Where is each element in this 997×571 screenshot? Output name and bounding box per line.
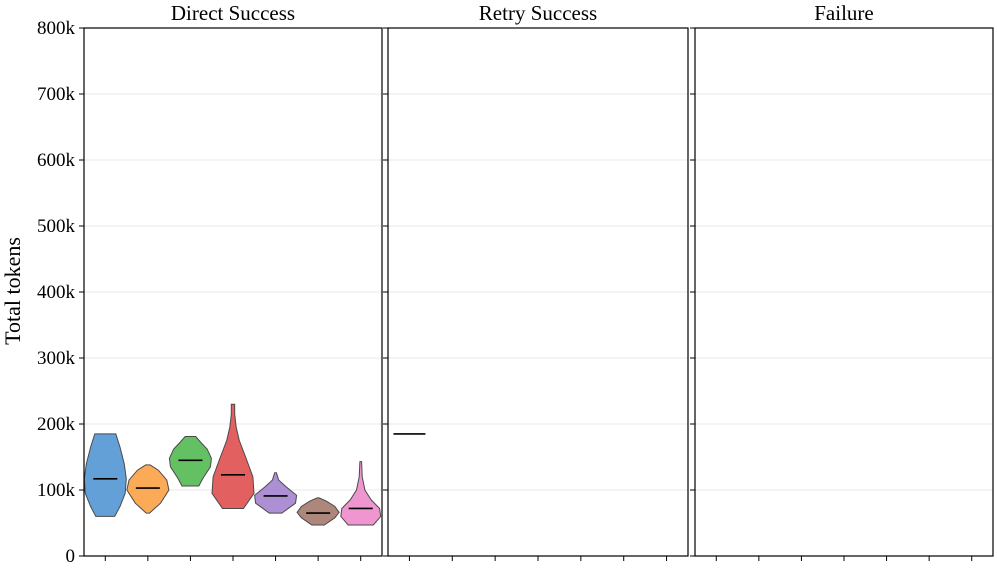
y-tick-label: 300k (37, 348, 76, 369)
y-tick-label: 800k (37, 18, 76, 39)
violin-body (296, 497, 340, 526)
y-tick-label: 200k (37, 414, 76, 435)
y-tick-label: 500k (37, 216, 76, 237)
y-tick-label: 100k (37, 480, 76, 501)
y-tick-label: 700k (37, 84, 76, 105)
violin-body (83, 433, 127, 517)
panel-title: Direct Success (171, 1, 295, 25)
violin-body (168, 436, 212, 487)
violin-body (211, 403, 255, 509)
axes-layer (79, 27, 994, 561)
y-tick-label: 600k (37, 150, 76, 171)
panel-title: Retry Success (479, 1, 597, 25)
y-axis-title: Total tokens (0, 237, 25, 345)
violin-layer (83, 403, 426, 526)
violin-body (126, 464, 170, 514)
label-layer: Direct Success Retry Success Failure 0 100k 2… (37, 1, 874, 567)
y-tick-label: 0 (66, 546, 76, 567)
y-tick-label: 400k (37, 282, 76, 303)
panel-title: Failure (814, 1, 873, 25)
violin-body (254, 472, 298, 514)
grid-layer (84, 93, 993, 491)
violin-body (340, 461, 382, 526)
